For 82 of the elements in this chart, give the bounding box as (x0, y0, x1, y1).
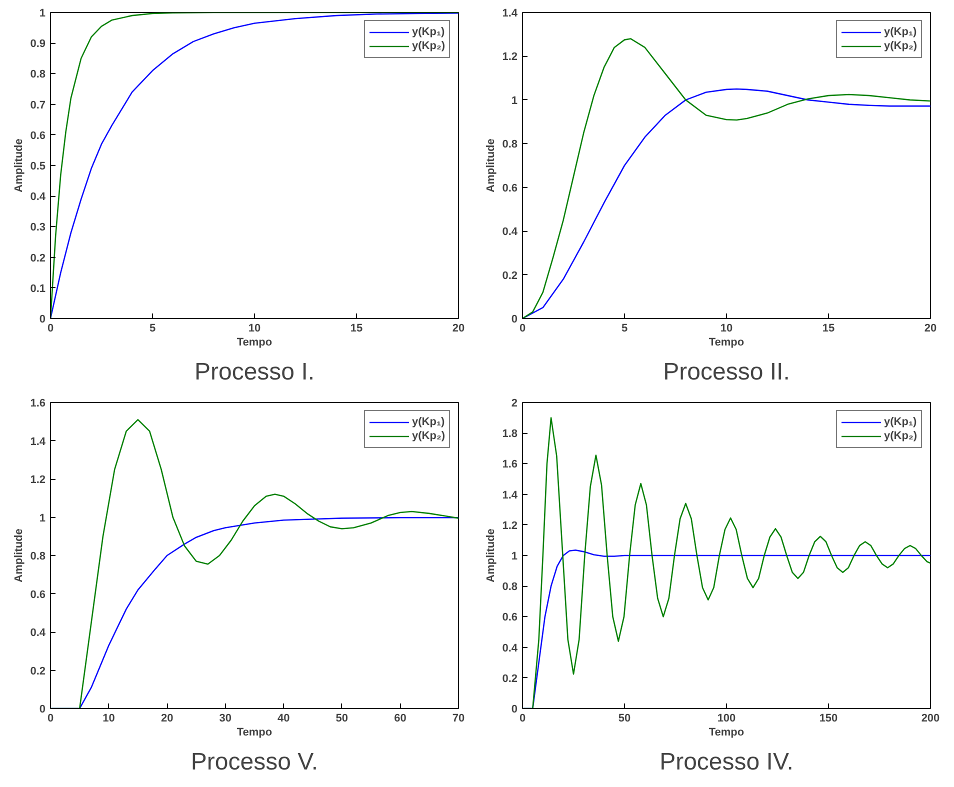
x-axis-title: Tempo (236, 726, 272, 738)
y-tick-label: 1 (511, 94, 518, 107)
y-axis-title: Amplitude (485, 528, 498, 582)
text: Processo IV. (660, 748, 794, 776)
y-tick-label: 1.8 (502, 428, 518, 440)
legend-label: y(Kp₂) (412, 429, 445, 443)
legend-label: y(Kp₁) (412, 415, 445, 429)
y-tick-label: 0.9 (30, 38, 46, 50)
legend-label: y(Kp₁) (884, 415, 917, 429)
x-tick-label: 10 (720, 322, 733, 334)
y-tick-label: 0.7 (30, 99, 46, 112)
x-tick-label: 70 (452, 712, 465, 724)
y-tick-label: 0.4 (502, 226, 518, 238)
x-tick-label: 50 (336, 712, 348, 724)
x-tick-label: 5 (149, 322, 156, 334)
y-tick-label: 0 (511, 314, 518, 326)
y-tick-label: 0.6 (30, 130, 46, 142)
y-tick-label: 1 (511, 550, 518, 562)
x-tick-label: 10 (248, 322, 261, 334)
y-tick-label: 0.1 (30, 282, 46, 295)
x-axis-title: Tempo (236, 336, 272, 348)
legend-label: y(Kp₁) (412, 25, 445, 39)
y-tick-label: 0.6 (502, 182, 518, 194)
text: Processo I. (194, 358, 315, 386)
y-tick-label: 1 (39, 512, 46, 524)
y-tick-label: 1 (39, 8, 46, 20)
y-axis-title: Amplitude (13, 138, 26, 192)
x-axis-title: Tempo (708, 336, 744, 348)
x-tick-label: 40 (278, 712, 290, 724)
y-tick-label: 1.2 (502, 520, 518, 532)
x-tick-label: 50 (618, 712, 631, 724)
y-tick-label: 1.4 (502, 8, 518, 20)
x-tick-label: 200 (921, 712, 940, 724)
y-tick-label: 0.8 (502, 138, 518, 151)
x-tick-label: 15 (822, 322, 835, 334)
y-tick-label: 1.4 (502, 489, 518, 502)
y-tick-label: 1.6 (30, 398, 46, 410)
y-tick-label: 0.8 (502, 581, 518, 594)
y-tick-label: 0.8 (30, 68, 46, 81)
y-tick-label: 0.4 (30, 191, 46, 204)
x-tick-label: 100 (717, 712, 736, 724)
x-tick-label: 0 (519, 712, 526, 724)
y-tick-label: 1.2 (502, 51, 518, 64)
y-tick-label: 1.6 (502, 458, 518, 471)
x-tick-label: 20 (160, 712, 174, 724)
y-axis-title: Amplitude (13, 528, 26, 582)
x-axis-title: Tempo (708, 726, 744, 738)
legend-label: y(Kp₂) (412, 39, 445, 53)
y-tick-label: 0.4 (30, 627, 46, 639)
legend-label: y(Kp₂) (884, 429, 917, 443)
x-tick-label: 0 (47, 712, 54, 724)
y-tick-label: 0.2 (30, 252, 46, 264)
y-axis-title: Amplitude (485, 138, 498, 192)
x-tick-label: 10 (102, 712, 115, 724)
text: Processo V. (190, 748, 318, 776)
x-tick-label: 0 (519, 322, 526, 334)
x-tick-label: 5 (621, 322, 628, 334)
y-tick-label: 0.2 (502, 270, 518, 282)
y-tick-label: 0.2 (30, 665, 46, 678)
x-tick-label: 150 (819, 712, 838, 724)
y-tick-label: 2 (511, 398, 518, 410)
y-tick-label: 0.4 (502, 642, 518, 654)
text: Processo II. (663, 358, 790, 386)
legend-label: y(Kp₂) (884, 39, 917, 53)
y-tick-label: 0.8 (30, 550, 46, 562)
y-tick-label: 0.6 (30, 588, 46, 601)
x-tick-label: 15 (350, 322, 363, 334)
y-tick-label: 0.6 (502, 612, 518, 624)
x-tick-label: 20 (452, 322, 465, 334)
y-tick-label: 0.3 (30, 222, 46, 234)
y-tick-label: 1.2 (30, 474, 46, 486)
x-tick-label: 30 (219, 712, 232, 724)
y-tick-label: 0 (39, 314, 46, 326)
y-tick-label: 1.4 (30, 436, 46, 448)
y-tick-label: 0.2 (502, 672, 518, 685)
x-tick-label: 20 (924, 322, 937, 334)
y-tick-label: 0 (39, 704, 46, 716)
x-tick-label: 60 (394, 712, 406, 724)
legend-label: y(Kp₁) (884, 25, 917, 39)
y-tick-label: 0 (511, 704, 518, 716)
x-tick-label: 0 (47, 322, 54, 334)
y-tick-label: 0.5 (30, 160, 46, 172)
